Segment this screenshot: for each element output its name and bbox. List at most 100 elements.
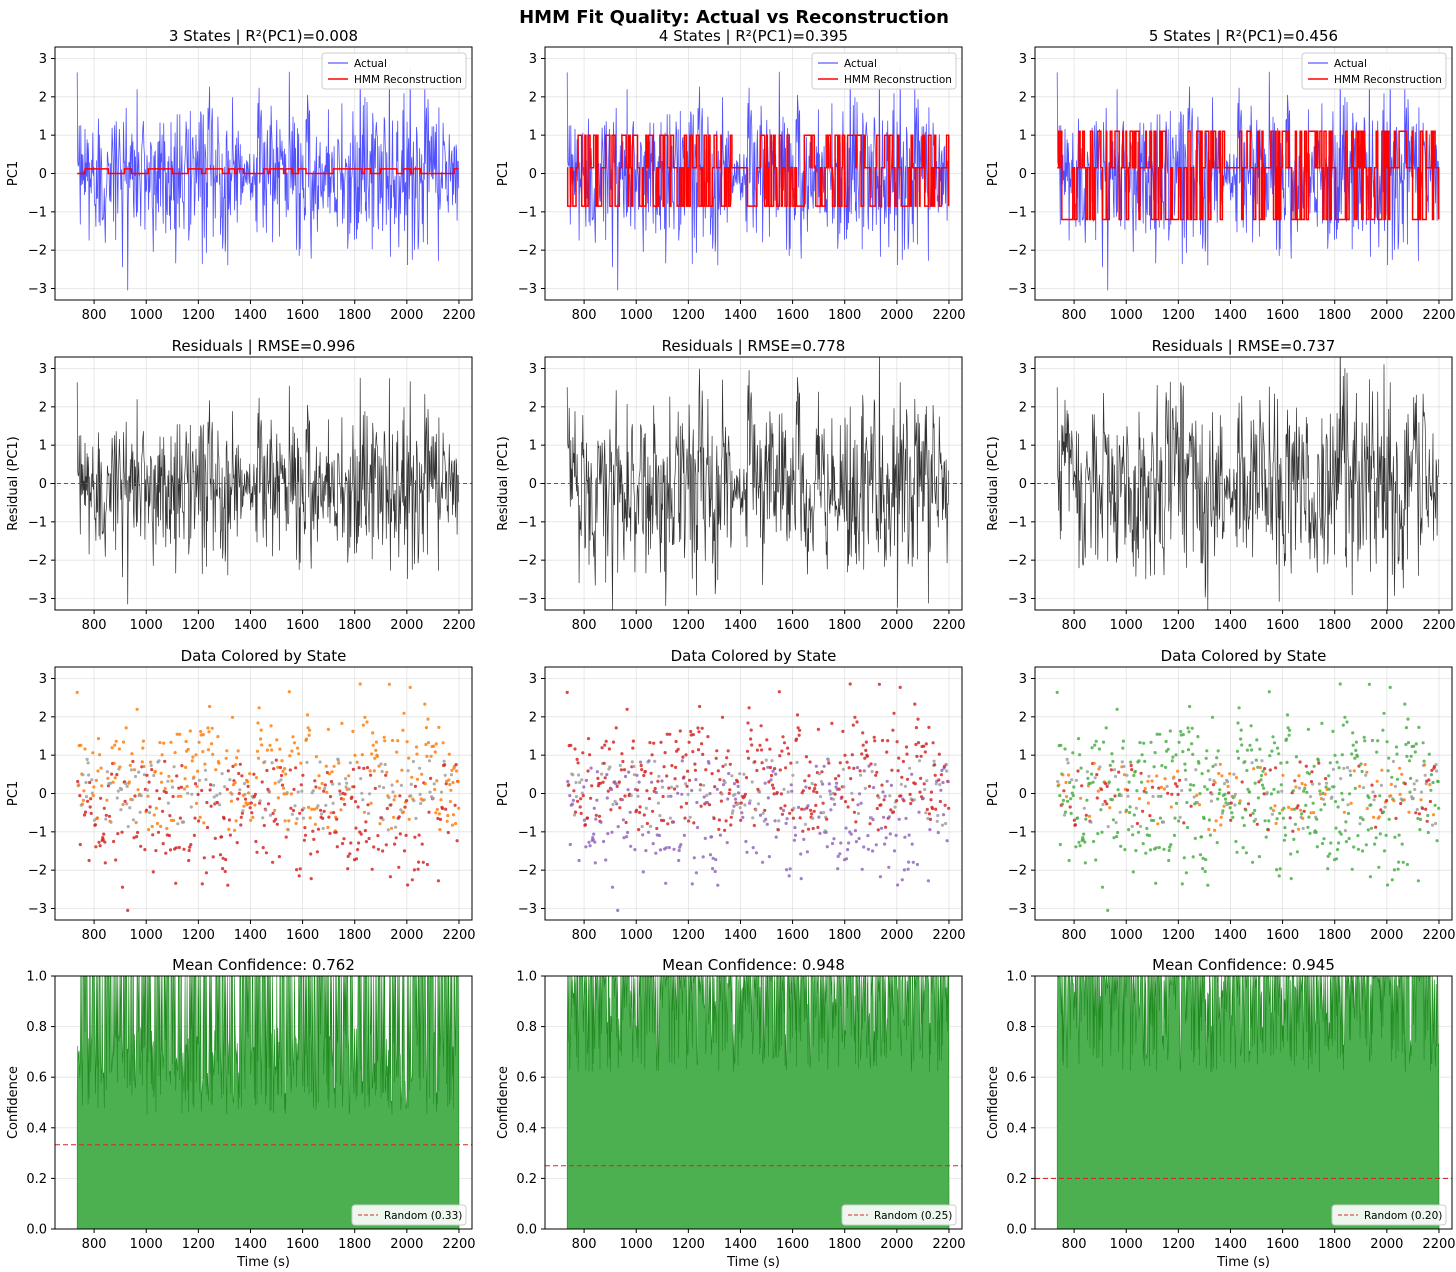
scatter-point xyxy=(317,774,321,778)
scatter-point xyxy=(1277,752,1281,756)
scatter-point xyxy=(346,854,350,859)
scatter-point xyxy=(1428,783,1432,787)
scatter-point xyxy=(277,780,281,784)
scatter-point xyxy=(237,791,241,796)
scatter-point xyxy=(119,787,124,792)
scatter-point xyxy=(1326,854,1330,859)
scatter-point xyxy=(406,769,410,773)
scatter-point xyxy=(893,805,897,809)
scatter-point xyxy=(700,726,704,730)
scatter-point xyxy=(1418,817,1423,822)
scatter-point xyxy=(926,879,931,883)
scatter-point xyxy=(421,860,425,864)
scatter-point xyxy=(848,682,852,686)
scatter-point xyxy=(1301,826,1305,831)
scatter-point xyxy=(924,742,928,746)
ytick-label: 2 xyxy=(1019,90,1027,105)
scatter-point xyxy=(868,822,872,826)
scatter-point xyxy=(230,715,235,719)
scatter-point xyxy=(1263,767,1267,771)
scatter-point xyxy=(1165,784,1169,789)
scatter-point xyxy=(293,804,297,808)
scatter-point xyxy=(662,818,666,823)
scatter-point xyxy=(1190,726,1194,730)
scatter-point xyxy=(1332,785,1336,789)
scatter-point xyxy=(315,850,319,854)
scatter-point xyxy=(440,806,445,811)
scatter-point xyxy=(81,798,85,803)
scatter-point xyxy=(1185,800,1189,805)
scatter-point xyxy=(588,844,592,848)
xtick-label: 1000 xyxy=(1110,1237,1143,1252)
scatter-point xyxy=(698,788,702,792)
ytick-label: −1 xyxy=(28,825,47,840)
axes-frame xyxy=(544,975,963,1230)
scatter-point xyxy=(677,848,681,853)
scatter-point xyxy=(295,817,299,821)
scatter-point xyxy=(105,770,109,774)
scatter-point xyxy=(838,761,842,765)
scatter-point xyxy=(1186,726,1190,730)
scatter-point xyxy=(390,738,395,743)
scatter-point xyxy=(1352,769,1356,773)
scatter-point xyxy=(371,743,375,747)
scatter-point xyxy=(203,762,207,766)
scatter-point xyxy=(324,803,328,808)
scatter-point xyxy=(116,832,120,836)
scatter-point xyxy=(225,749,229,753)
scatter-point xyxy=(189,805,193,809)
scatter-point xyxy=(858,769,862,773)
scatter-point xyxy=(811,816,815,821)
scatter-point xyxy=(929,790,934,794)
scatter-point xyxy=(453,803,457,807)
scatter-point xyxy=(1282,838,1286,842)
scatter-point xyxy=(119,808,123,812)
scatter-point xyxy=(341,797,346,801)
ytick-label: 1 xyxy=(39,749,47,764)
scatter-point xyxy=(200,882,204,886)
scatter-point xyxy=(1091,780,1095,784)
scatter-point xyxy=(367,836,371,841)
scatter-point xyxy=(1401,860,1405,864)
scatter-point xyxy=(172,765,176,769)
ytick-label: 0 xyxy=(39,167,47,182)
scatter-point xyxy=(905,777,910,781)
scatter-point xyxy=(366,803,370,807)
scatter-point xyxy=(1388,685,1392,690)
scatter-point xyxy=(659,740,663,744)
scatter-point xyxy=(1252,767,1256,771)
ytick-label: 1 xyxy=(529,749,537,764)
scatter-point xyxy=(449,788,453,792)
scatter-point xyxy=(330,770,334,774)
scatter-point xyxy=(259,737,263,741)
scatter-point xyxy=(190,759,194,763)
scatter-point xyxy=(90,778,94,782)
scatter-point xyxy=(1192,783,1196,787)
scatter-point xyxy=(168,814,172,818)
scatter-point xyxy=(1148,814,1152,818)
scatter-point xyxy=(415,777,420,781)
scatter-point xyxy=(279,778,283,782)
scatter-point xyxy=(723,828,727,832)
scatter-point xyxy=(1412,744,1416,748)
scatter-point xyxy=(1198,792,1202,796)
scatter-point xyxy=(240,774,244,778)
scatter-point xyxy=(679,843,683,847)
legend-label-random: Random (0.25) xyxy=(874,1210,952,1222)
scatter-point xyxy=(830,841,835,846)
xtick-label: 2200 xyxy=(932,1237,965,1252)
scatter-point xyxy=(198,778,202,782)
scatter-point xyxy=(253,803,257,807)
scatter-point xyxy=(910,842,914,846)
scatter-point xyxy=(858,792,862,796)
scatter-point xyxy=(1071,794,1075,798)
scatter-point xyxy=(401,728,405,732)
scatter-point xyxy=(1324,785,1328,789)
scatter-point xyxy=(289,806,293,810)
scatter-point xyxy=(201,733,205,737)
scatter-point xyxy=(944,763,948,767)
scatter-point xyxy=(159,824,163,829)
scatter-point xyxy=(1221,809,1225,813)
scatter-point xyxy=(412,799,416,803)
